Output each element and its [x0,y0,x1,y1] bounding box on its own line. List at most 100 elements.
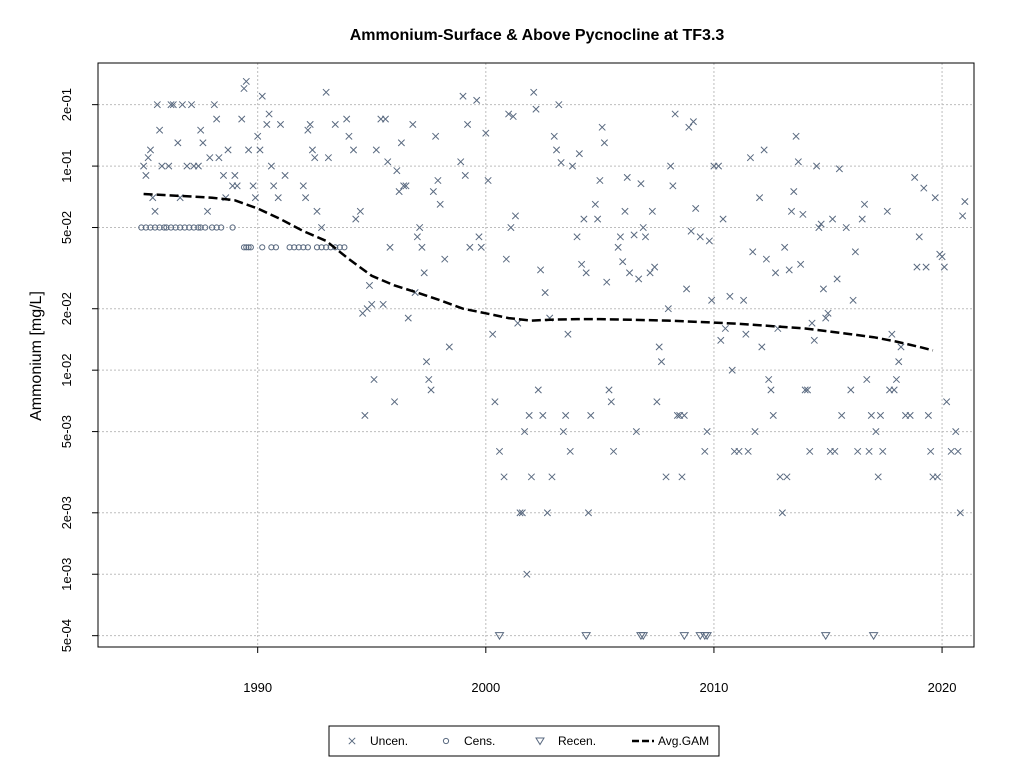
point-x [792,132,800,140]
point-x [587,411,595,419]
point-x [742,330,750,338]
point-x [829,215,837,223]
point-x [648,207,656,215]
point-x [361,411,369,419]
gam-line [143,192,934,352]
point-x [619,258,627,266]
point-x [142,171,150,179]
point-x [594,215,602,223]
point-x [167,101,175,109]
point-circle [181,224,188,231]
point-circle [300,244,307,251]
point-x [318,223,326,232]
point-x [331,120,339,128]
point-x [409,120,417,128]
point-x [432,132,440,140]
point-x [578,260,586,268]
point-x [372,146,380,154]
point-x [906,411,914,419]
point-x [233,182,241,190]
point-x [769,411,777,419]
point-x [425,375,433,384]
point-x [178,101,186,109]
point-circle [156,224,163,231]
point-x [726,292,734,300]
point-x [402,182,410,190]
point-x [876,411,885,419]
point-triangle-down [638,632,649,641]
point-circle [190,224,197,231]
point-x [959,212,967,220]
point-x [379,300,387,308]
point-x [263,120,271,128]
point-x [441,255,449,263]
point-x [477,243,485,251]
x-tick-label: 2020 [928,680,957,695]
point-x [641,233,650,241]
point-circle [161,224,168,231]
point-x [140,162,148,170]
point-x [194,162,202,170]
point-x [705,237,713,245]
point-x [400,182,408,190]
point-x [541,289,549,297]
point-x [847,386,855,394]
y-tick-label: 1e-03 [59,558,74,591]
point-x [418,243,426,251]
point-x [525,411,533,419]
point-x [183,162,191,170]
legend-symbol-x [348,737,356,745]
point-x [539,411,547,419]
point-x [306,120,314,128]
point-x [614,243,622,251]
point-x [605,386,613,394]
point-circle [163,224,170,231]
point-x [717,336,725,344]
point-x [422,358,431,366]
point-x [924,411,932,419]
point-x [854,447,862,455]
point-x [922,263,930,271]
point-triangle-down [679,632,690,641]
point-x [771,269,780,277]
point-x [662,473,670,481]
point-x [434,176,442,185]
point-x [365,281,374,290]
point-x [429,188,437,196]
point-x [719,215,727,223]
y-tick-label: 5e-02 [59,211,74,244]
point-x [231,171,239,179]
point-x [756,194,764,202]
point-x [151,207,159,215]
point-circle [172,224,179,231]
point-x [413,233,421,241]
point-x [210,101,218,109]
point-x [838,411,846,419]
point-x [352,215,360,223]
point-x [215,154,223,162]
legend-label: Avg.GAM [658,734,709,748]
point-x [397,139,405,147]
point-x [831,447,839,455]
point-x [324,154,332,162]
point-x [933,473,942,481]
point-x [245,146,253,154]
point-x [270,182,278,190]
point-x [596,176,604,185]
legend-label: Uncen. [370,734,408,748]
point-x [514,319,522,327]
point-x [308,146,316,154]
point-circle [142,224,150,231]
point-x [785,266,793,274]
point-x [746,154,754,162]
point-x [787,207,796,215]
point-x [580,215,588,223]
point-circle [245,244,252,251]
point-x [566,447,574,455]
point-x [653,398,661,406]
point-x [603,278,611,286]
point-x [623,173,631,181]
legend: Uncen. Cens. Recen. Avg.GAM [328,725,720,757]
point-x [466,243,474,251]
point-x [860,200,869,208]
